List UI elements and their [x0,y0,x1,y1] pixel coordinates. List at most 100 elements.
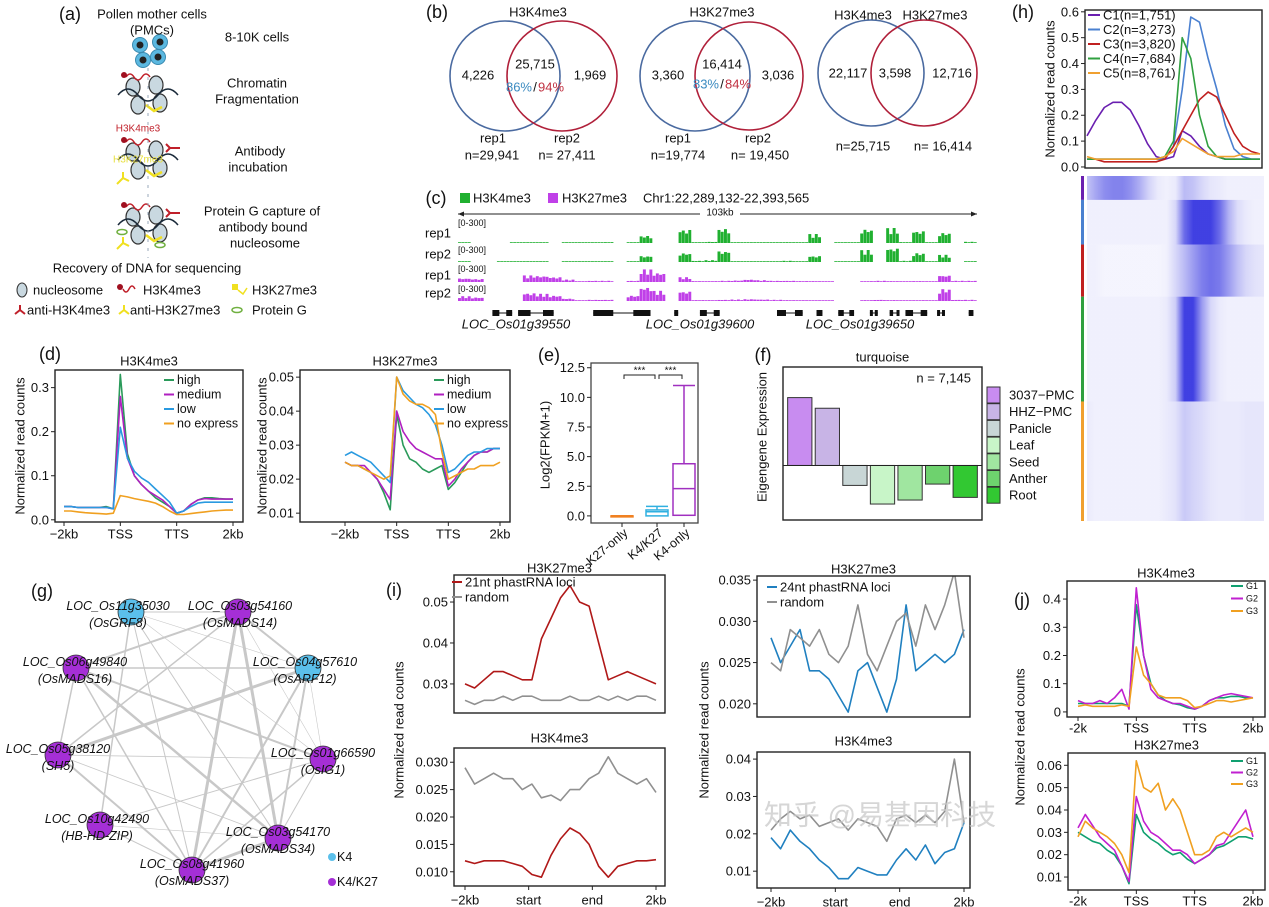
signal-bar [785,242,789,243]
signal-bar [938,236,942,243]
series-line-series-1 [770,758,965,843]
y-tick-label: 0.2 [31,424,49,439]
signal-bar [808,256,812,262]
signal-bar [970,241,974,243]
i-21nt-h3k4me3-chart: 0.010 0.015 0.020 0.025 0.030 −2kb start end 2kb… [415,731,666,907]
signal-bar [685,293,689,301]
signal-bar [824,281,828,282]
signal-bar [607,280,611,282]
signal-bar [526,278,530,282]
signal-bar [860,281,864,282]
n-annotation: n = 7,145 [916,371,971,386]
network-node[interactable] [224,598,252,626]
venn-overlap-count: 16,414 [702,57,742,72]
signal-bar [801,261,805,262]
signal-bar [694,300,698,301]
signal-bar [610,281,614,282]
signal-bar [535,261,539,262]
signal-bar [704,242,708,243]
chart-title: H3K4me3 [835,734,893,749]
network-node[interactable] [62,654,90,682]
signal-bar [532,277,536,282]
x-tick-label: −2kb [50,527,79,542]
signal-bar [779,242,783,243]
signal-bar [740,261,744,262]
signal-bar [642,289,646,301]
signal-bar [461,296,465,301]
series-line-g1 [1078,603,1253,710]
network-node[interactable] [178,856,206,884]
plot-frame [782,366,983,521]
network-node[interactable] [294,654,322,682]
legend-label: G3 [1246,779,1258,789]
signal-bar [532,242,536,243]
node-alias-label: (OsMADS14) [203,616,277,630]
signal-bar [795,242,799,243]
gene-label: LOC_Os01g39650 [806,317,915,332]
series-line-c5-n-8-761- [1086,137,1260,160]
network-edge [75,611,239,669]
h3k4me3-inline-label: H3K4me3 [116,124,161,135]
signal-bar [545,261,549,262]
signal-bar [834,242,838,243]
signal-bar [574,300,578,301]
signal-bar [811,300,815,301]
signal-bar [561,242,565,243]
signal-bar [691,300,695,301]
venn-left-n: n=29,941 [465,148,520,163]
heatmap-cluster-block [1087,199,1264,245]
signal-bar [740,242,744,243]
signal-bar [597,281,601,282]
signal-bar [600,280,604,282]
plot-frame [590,362,699,524]
signal-bar [584,261,588,262]
signal-bar [814,300,818,301]
signal-bar [552,277,556,282]
venn-left-count: 3,360 [652,68,685,83]
signal-bar [704,300,708,301]
node-locus-label: LOC_Os04g57610 [253,655,357,669]
anti-h3k27me3-icon [116,237,130,250]
signal-bar [775,300,779,301]
chart-title: H3K27me3 [831,562,896,577]
signal-bar [681,279,685,282]
network-node[interactable] [86,811,114,839]
signal-bar [714,281,718,282]
signal-bar [539,277,543,282]
signal-bar [496,261,500,262]
nucleosome-legend-icon [16,282,28,298]
network-node[interactable] [264,824,292,852]
signal-bar [649,269,653,282]
signal-bar [678,232,682,243]
box-0 [610,515,634,518]
signal-bar [467,261,471,262]
track-label: rep1 [425,268,451,283]
signal-bar [801,300,805,301]
legend-label: anti-H3K4me3 [27,303,110,318]
signal-bar [552,295,556,301]
h3k4me3-mark [121,202,127,208]
network-edge [190,611,240,871]
step-label: antibody bound [219,220,308,235]
signal-bar [766,280,770,282]
signal-bar [951,300,954,301]
signal-bar [464,261,468,262]
network-edge [237,611,309,669]
signal-bar [733,300,737,301]
plot-frame [54,369,244,523]
gene-exon [506,310,513,316]
signal-bar [578,242,581,243]
legend-label: G2 [1246,768,1258,778]
y-tick-label: 0.025 [718,655,751,670]
signal-bar [931,281,935,282]
signal-bar [565,279,568,282]
panel-g-network: LOC_Os11g35030 (OsGRF8) LOC_Os03g54160 (OsM… [6,598,378,889]
panel-label-e: (e) [538,345,560,365]
signal-bar [545,242,549,243]
network-node[interactable] [117,598,145,626]
network-node[interactable] [309,745,337,773]
legend-label: Root [1009,488,1037,503]
network-node[interactable] [44,741,72,769]
signal-bar [782,300,786,301]
